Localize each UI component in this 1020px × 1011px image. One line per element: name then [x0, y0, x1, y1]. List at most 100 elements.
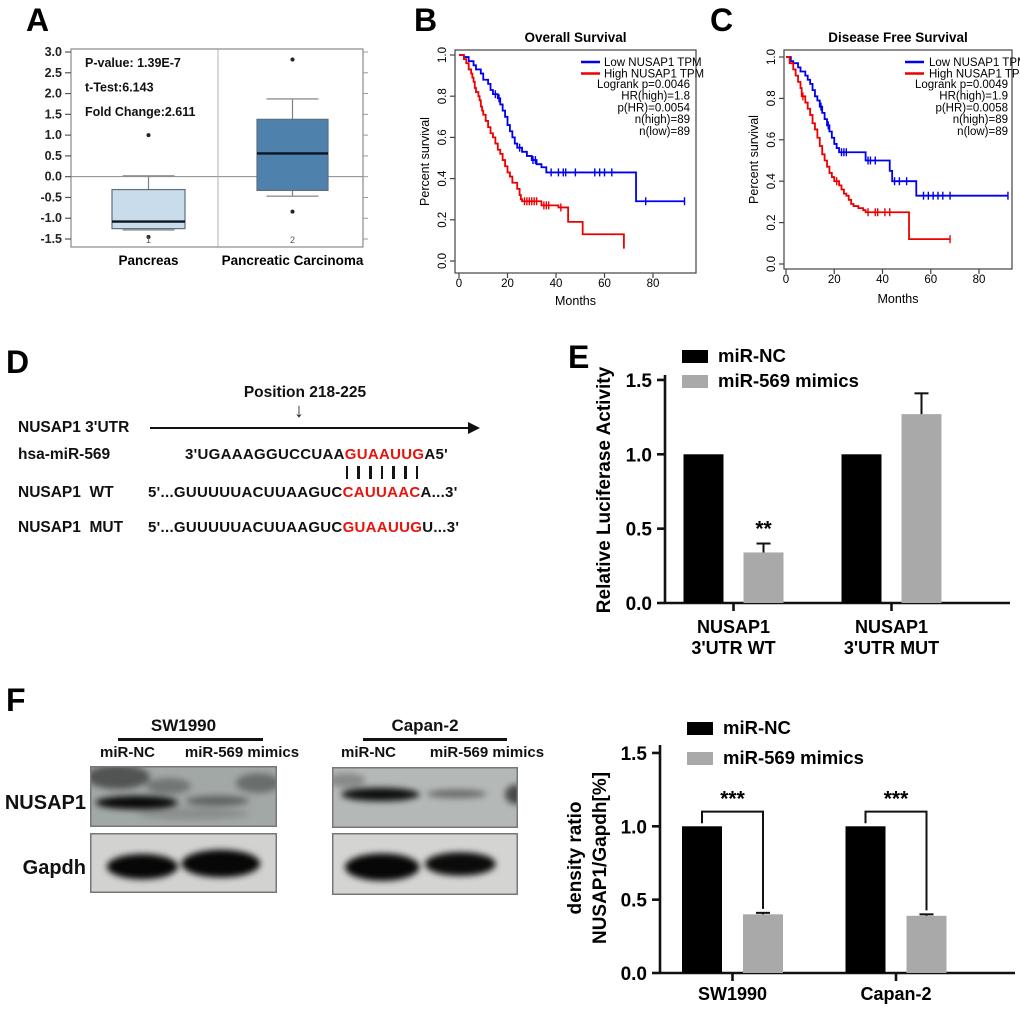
wt-sequence: 5'...GUUUUUACUUAAGUCCAUUAACA...3' — [148, 484, 458, 501]
binding-position-label: Position 218-225 — [243, 384, 367, 401]
sequence-suffix: A5' — [424, 446, 449, 463]
pairing-bar — [380, 466, 384, 479]
utr-arrowhead-icon — [468, 422, 480, 434]
svg-text:1.5: 1.5 — [621, 744, 648, 765]
mirna-name-label: hsa-miR-569 — [18, 446, 111, 463]
svg-text:n(high)=89: n(high)=89 — [635, 114, 690, 126]
svg-text:60: 60 — [598, 278, 611, 290]
lane-label-mir-569: miR-569 mimics — [184, 744, 300, 761]
svg-text:NUSAP1: NUSAP1 — [855, 617, 928, 637]
svg-text:1: 1 — [146, 235, 151, 245]
sequence-prefix: 5'...GUUUUUACUUAAGUC — [148, 484, 343, 501]
svg-text:t-Test:6.143: t-Test:6.143 — [85, 81, 154, 95]
svg-text:Logrank p=0.0046: Logrank p=0.0046 — [597, 79, 690, 91]
sequence-prefix: 3'UGAAAGGUCCUAA — [185, 446, 345, 463]
svg-text:n(high)=89: n(high)=89 — [953, 114, 1008, 126]
svg-text:HR(high)=1.8: HR(high)=1.8 — [621, 91, 690, 103]
header-underline — [118, 738, 263, 741]
pairing-bar — [415, 466, 419, 479]
svg-text:1.0: 1.0 — [626, 445, 652, 466]
svg-text:0.0: 0.0 — [766, 256, 778, 272]
svg-text:p(HR)=0.0058: p(HR)=0.0058 — [935, 102, 1008, 114]
svg-text:80: 80 — [647, 278, 660, 290]
svg-text:40: 40 — [550, 278, 563, 290]
svg-text:3'UTR MUT: 3'UTR MUT — [844, 638, 939, 658]
svg-text:miR-569 mimics: miR-569 mimics — [718, 370, 859, 391]
sw1990-gapdh-blot-image — [90, 833, 277, 893]
panel-label-e: E — [568, 339, 590, 375]
cell-line-header-capan2: Capan-2 — [391, 716, 459, 735]
svg-text:1.0: 1.0 — [45, 128, 62, 142]
lane-label-mir-569: miR-569 mimics — [429, 744, 545, 761]
seed-sequence: CAUUAAC — [342, 484, 421, 501]
mut-sequence: 5'...GUUUUUACUUAAGUCGUAAUUGU...3' — [148, 519, 459, 536]
svg-text:2: 2 — [290, 235, 295, 245]
panel-label-f: F — [6, 682, 26, 718]
svg-text:Percent survival: Percent survival — [747, 115, 761, 204]
cell-line-header-sw1990: SW1990 — [150, 716, 217, 735]
svg-text:HR(high)=1.9: HR(high)=1.9 — [939, 91, 1008, 103]
svg-text:Disease Free Survival: Disease Free Survival — [828, 30, 968, 45]
svg-text:density ratio: density ratio — [565, 802, 586, 915]
svg-text:0.2: 0.2 — [766, 215, 778, 231]
svg-text:0.6: 0.6 — [437, 129, 449, 145]
header-underline — [363, 738, 507, 741]
panel-label-c: C — [710, 2, 734, 38]
svg-text:P-value: 1.39E-7: P-value: 1.39E-7 — [85, 56, 181, 70]
svg-text:NUSAP1/Gapdh[%]: NUSAP1/Gapdh[%] — [590, 772, 611, 944]
svg-text:Fold Change:2.611: Fold Change:2.611 — [85, 105, 195, 119]
svg-text:1.0: 1.0 — [621, 817, 647, 838]
svg-text:Low NUSAP1 TPM: Low NUSAP1 TPM — [929, 57, 1020, 69]
disease-free-survival-km-plot: 0 20 40 60 80 0.0 0.2 0.4 0.6 0.8 1.0 Disease Free … — [747, 30, 1020, 306]
svg-text:-0.5: -0.5 — [40, 190, 62, 204]
base-pairing-bars — [345, 466, 419, 480]
svg-text:1.0: 1.0 — [437, 47, 449, 63]
panel-label-d: D — [6, 344, 30, 380]
sequence-suffix: A...3' — [420, 484, 458, 501]
capan2-nusap1-blot-image — [332, 767, 518, 828]
svg-text:60: 60 — [924, 274, 937, 286]
pairing-bar — [345, 466, 349, 479]
blot-row-label-gapdh: Gapdh — [22, 857, 86, 879]
svg-text:Months: Months — [555, 294, 596, 308]
svg-text:0.8: 0.8 — [437, 88, 449, 104]
svg-text:-1.0: -1.0 — [40, 211, 62, 225]
svg-text:0.8: 0.8 — [766, 90, 778, 106]
svg-text:***: *** — [720, 788, 745, 811]
pairing-bar — [392, 466, 395, 479]
svg-text:NUSAP1: NUSAP1 — [697, 617, 770, 637]
wt-name-label: NUSAP1 WT — [18, 484, 114, 501]
svg-text:Relative Luciferase Activity: Relative Luciferase Activity — [594, 366, 615, 613]
panel-label-b: B — [414, 2, 438, 38]
blot-row-label-nusap1: NUSAP1 — [4, 792, 86, 814]
svg-text:miR-NC: miR-NC — [723, 717, 791, 738]
svg-text:0: 0 — [783, 274, 789, 286]
svg-text:**: ** — [755, 518, 772, 541]
svg-text:Pancreatic Carcinoma: Pancreatic Carcinoma — [222, 253, 364, 268]
seed-sequence: GUAAUUG — [342, 519, 423, 536]
svg-text:0.0: 0.0 — [621, 964, 647, 985]
lane-label-mir-nc: miR-NC — [341, 744, 396, 761]
svg-text:0.5: 0.5 — [621, 891, 648, 912]
svg-text:Logrank p=0.0049: Logrank p=0.0049 — [915, 79, 1008, 91]
svg-text:40: 40 — [876, 274, 889, 286]
pancreas-expression-boxplot: 3.0 2.5 2.0 1.5 1.0 0.5 0.0 -0.5 -1.0 -1.5 1 Pancre… — [40, 45, 368, 268]
svg-text:0: 0 — [456, 278, 462, 290]
sw1990-nusap1-blot-image — [90, 766, 277, 827]
pairing-bar — [404, 466, 407, 479]
svg-text:1.5: 1.5 — [626, 371, 653, 392]
svg-text:0.0: 0.0 — [45, 170, 62, 184]
svg-text:n(low)=89: n(low)=89 — [639, 126, 690, 138]
svg-text:Overall Survival: Overall Survival — [524, 30, 626, 45]
svg-text:1.5: 1.5 — [45, 107, 62, 121]
pairing-bar — [369, 466, 372, 479]
pairing-bar — [357, 466, 360, 479]
svg-text:n(low)=89: n(low)=89 — [957, 126, 1008, 138]
svg-text:High NUSAP1 TPM: High NUSAP1 TPM — [604, 69, 704, 81]
density-ratio-bar-chart: 0.0 0.5 1.0 1.5 miR-NC miR-569 mimics density … — [565, 717, 1015, 1004]
svg-text:2.5: 2.5 — [45, 66, 62, 80]
svg-text:High NUSAP1 TPM: High NUSAP1 TPM — [929, 69, 1020, 81]
panel-label-a: A — [26, 2, 50, 38]
svg-text:0.5: 0.5 — [45, 149, 62, 163]
